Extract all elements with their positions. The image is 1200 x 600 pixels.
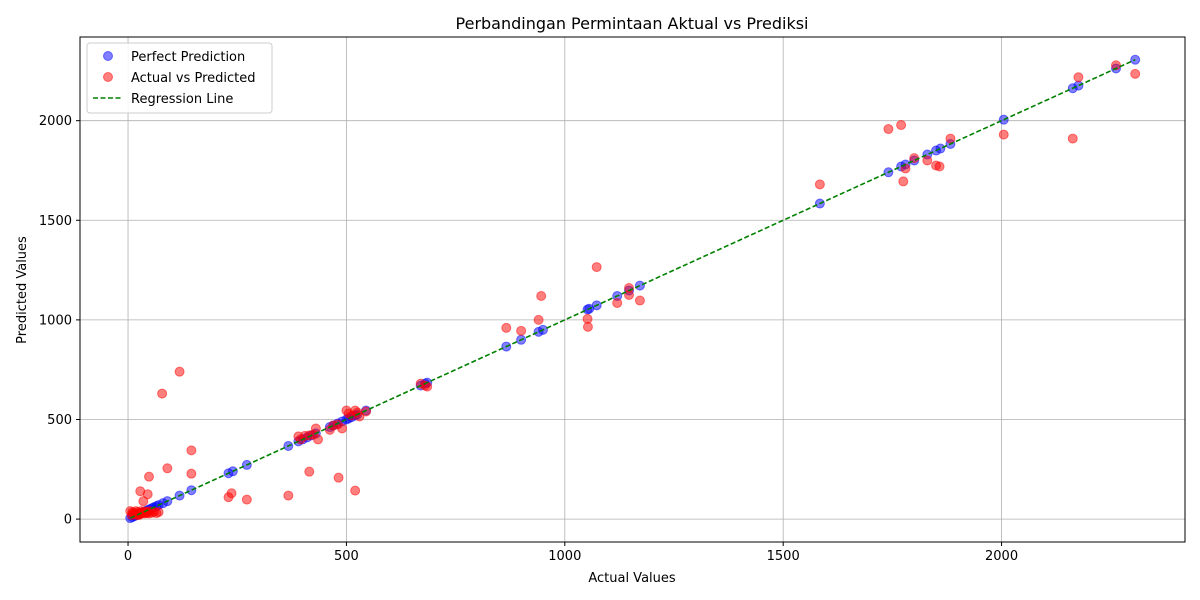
actual-vs-predicted-point	[516, 325, 527, 336]
perfect-prediction-point	[935, 143, 946, 154]
x-tick-label: 1000	[548, 549, 581, 564]
actual-vs-predicted-point	[536, 290, 547, 301]
actual-vs-predicted-point	[186, 445, 197, 456]
axis-ticks: 0 500 1000 1500 2000 0 500 1000 1500 2000	[39, 114, 1018, 564]
chart-title: Perbandingan Permintaan Aktual vs Predik…	[456, 14, 809, 33]
actual-vs-predicted-point	[162, 463, 173, 474]
actual-vs-predicted-point	[612, 297, 623, 308]
legend: Perfect Prediction Actual vs Predicted R…	[86, 42, 273, 114]
x-tick-label: 500	[334, 549, 359, 564]
legend-label-regression: Regression Line	[131, 92, 233, 107]
actual-vs-predicted-point	[1067, 133, 1078, 144]
actual-vs-predicted-point	[896, 120, 907, 131]
actual-vs-predicted-point	[814, 179, 825, 190]
plot-frame	[79, 36, 1186, 543]
y-tick-label: 1500	[39, 214, 72, 229]
actual-vs-predicted-point	[241, 494, 252, 505]
legend-box	[86, 42, 273, 114]
actual-vs-predicted-point	[1073, 72, 1084, 83]
perfect-prediction-point	[1073, 80, 1084, 91]
y-tick-label: 1000	[39, 313, 72, 328]
actual-vs-predicted-point	[883, 124, 894, 135]
actual-vs-predicted-point	[186, 468, 197, 479]
actual-vs-predicted-point	[1130, 68, 1141, 79]
y-tick-label: 2000	[39, 114, 72, 129]
actual-vs-predicted-point	[174, 366, 185, 377]
legend-label-perfect: Perfect Prediction	[131, 50, 245, 65]
x-axis-label: Actual Values	[588, 571, 676, 586]
legend-marker-perfect	[103, 51, 113, 61]
actual-vs-predicted-point	[226, 488, 237, 499]
x-tick-label: 0	[124, 549, 132, 564]
actual-vs-predicted-point	[142, 489, 153, 500]
actual-vs-predicted-point	[304, 466, 315, 477]
actual-vs-predicted-point	[898, 176, 909, 187]
actual-vs-predicted-point	[533, 314, 544, 325]
y-axis-label: Predicted Values	[15, 236, 30, 344]
actual-vs-predicted-point	[998, 129, 1009, 140]
actual-vs-predicted-point	[361, 406, 372, 417]
legend-marker-actual	[103, 72, 113, 82]
actual-vs-predicted-point	[283, 490, 294, 501]
actual-vs-predicted-point	[934, 161, 945, 172]
x-tick-label: 2000	[985, 549, 1018, 564]
actual-vs-predicted-point	[144, 471, 155, 482]
actual-vs-predicted-point	[1110, 60, 1121, 71]
plot-area	[125, 54, 1141, 524]
perfect-prediction-point	[186, 485, 197, 496]
actual-vs-predicted-point	[133, 510, 144, 521]
x-tick-label: 1500	[767, 549, 800, 564]
actual-vs-predicted-point	[157, 388, 168, 399]
actual-vs-predicted-point	[337, 423, 348, 434]
actual-vs-predicted-point	[310, 423, 321, 434]
y-tick-label: 0	[64, 513, 72, 528]
actual-vs-predicted-point	[153, 507, 164, 518]
actual-vs-predicted-point	[313, 434, 324, 445]
actual-vs-predicted-point	[945, 133, 956, 144]
actual-vs-predicted-point	[350, 485, 361, 496]
actual-vs-predicted-point	[591, 262, 602, 273]
actual-vs-predicted-point	[582, 321, 593, 332]
actual-vs-predicted-point	[138, 496, 149, 507]
actual-vs-predicted-point	[501, 322, 512, 333]
regression-line	[129, 58, 1136, 519]
actual-vs-predicted-point	[333, 472, 344, 483]
actual-vs-predicted-point	[634, 295, 645, 306]
perfect-prediction-point	[634, 280, 645, 291]
actual-vs-predicted-point	[922, 155, 933, 166]
y-tick-label: 500	[47, 413, 72, 428]
legend-label-actual: Actual vs Predicted	[131, 71, 255, 86]
